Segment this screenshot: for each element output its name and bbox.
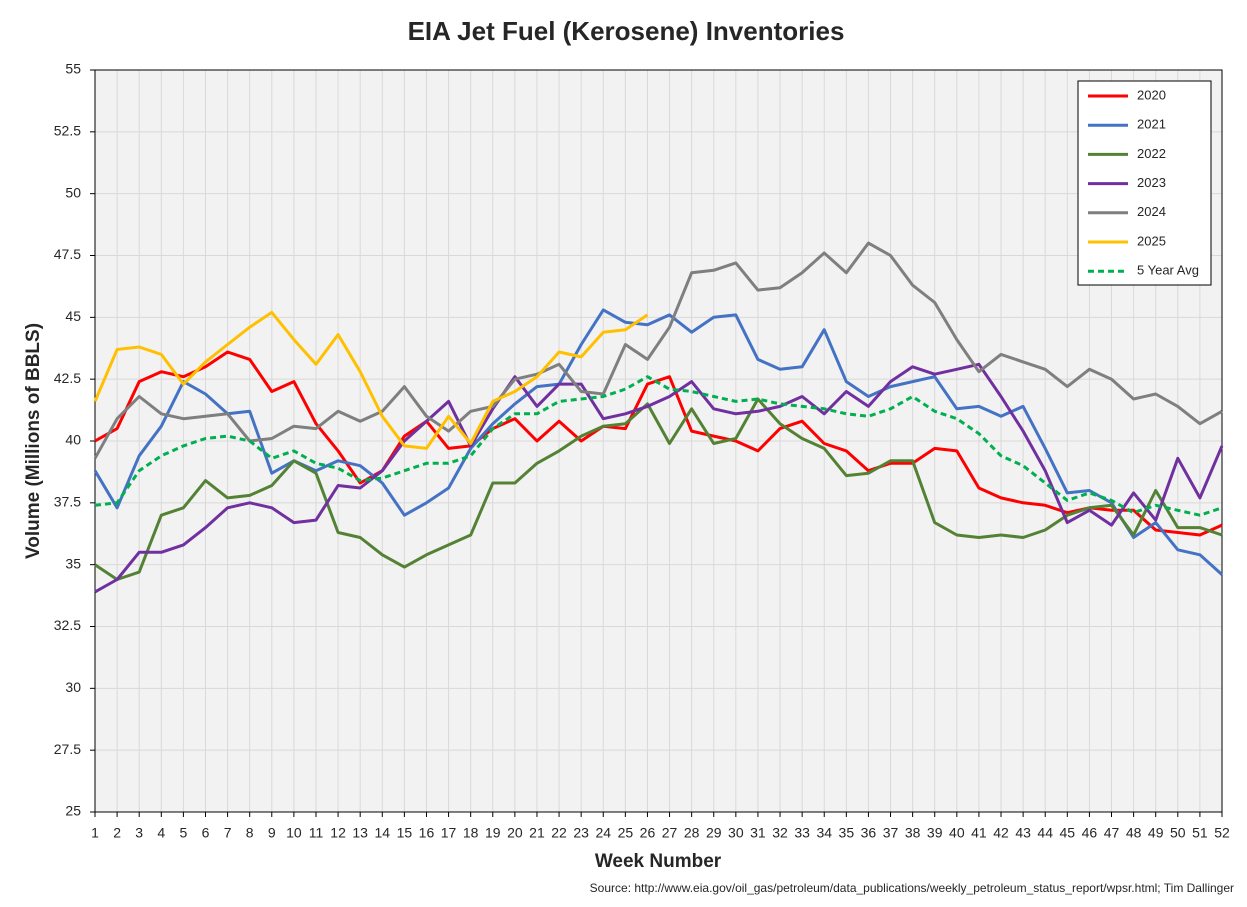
x-tick-label: 9 xyxy=(268,825,276,841)
x-tick-label: 43 xyxy=(1015,825,1031,841)
x-tick-label: 6 xyxy=(202,825,210,841)
x-tick-label: 50 xyxy=(1170,825,1186,841)
x-tick-label: 32 xyxy=(772,825,788,841)
x-tick-label: 29 xyxy=(706,825,722,841)
legend: 2020 2021 2022 2023 2024 2025 5 Year Avg xyxy=(1077,80,1212,286)
legend-label: 2022 xyxy=(1137,146,1166,161)
y-tick-label: 25 xyxy=(65,803,81,819)
series-line xyxy=(94,362,1224,594)
x-tick-label: 19 xyxy=(485,825,501,841)
legend-label: 2023 xyxy=(1137,175,1166,190)
x-tick-label: 14 xyxy=(374,825,390,841)
x-tick-label: 34 xyxy=(816,825,832,841)
series-line xyxy=(93,241,1223,460)
x-tick-label: 12 xyxy=(330,825,346,841)
x-tick-label: 46 xyxy=(1082,825,1098,841)
x-tick-label: 28 xyxy=(684,825,700,841)
chart-title: EIA Jet Fuel (Kerosene) Inventories xyxy=(408,16,845,46)
x-tick-label: 37 xyxy=(883,825,899,841)
x-tick-label: 48 xyxy=(1126,825,1142,841)
x-tick-label: 10 xyxy=(286,825,302,841)
y-tick-label: 47.5 xyxy=(54,246,81,262)
source-note: Source: http://www.eia.gov/oil_gas/petro… xyxy=(590,881,1234,895)
x-tick-label: 7 xyxy=(224,825,232,841)
x-tick-label: 20 xyxy=(507,825,523,841)
x-tick-label: 3 xyxy=(135,825,143,841)
x-tick-label: 2 xyxy=(113,825,121,841)
y-tick-label: 37.5 xyxy=(54,494,81,510)
x-tick-label: 49 xyxy=(1148,825,1164,841)
x-tick-label: 30 xyxy=(728,825,744,841)
x-tick-label: 8 xyxy=(246,825,254,841)
y-tick-label: 45 xyxy=(65,308,81,324)
x-tick-label: 25 xyxy=(618,825,634,841)
legend-label: 2021 xyxy=(1137,117,1166,132)
x-tick-label: 13 xyxy=(352,825,368,841)
series-line xyxy=(94,397,1223,581)
legend-label: 5 Year Avg xyxy=(1137,263,1199,278)
x-tick-label: 44 xyxy=(1037,825,1053,841)
x-tick-label: 22 xyxy=(551,825,567,841)
y-tick-label: 52.5 xyxy=(54,123,81,139)
x-tick-label: 33 xyxy=(794,825,810,841)
x-tick-label: 40 xyxy=(949,825,965,841)
legend-label: 2024 xyxy=(1137,204,1166,219)
y-tick-label: 27.5 xyxy=(54,741,81,757)
x-tick-label: 23 xyxy=(573,825,589,841)
y-tick-label: 35 xyxy=(65,555,81,571)
x-tick-label: 16 xyxy=(419,825,435,841)
y-tick-label: 42.5 xyxy=(54,370,81,386)
x-tick-label: 27 xyxy=(662,825,678,841)
legend-label: 2025 xyxy=(1137,233,1166,248)
x-tick-label: 38 xyxy=(905,825,921,841)
x-tick-label: 26 xyxy=(640,825,656,841)
x-tick-label: 15 xyxy=(397,825,413,841)
y-tick-label: 55 xyxy=(65,61,81,77)
y-axis-label: Volume (Millions of BBLS) xyxy=(23,323,44,559)
y-tick-label: 30 xyxy=(65,679,81,695)
x-tick-label: 47 xyxy=(1104,825,1120,841)
series-line xyxy=(94,375,1223,517)
x-axis-label: Week Number xyxy=(595,851,722,872)
x-tick-label: 11 xyxy=(309,825,324,841)
x-tick-label: 1 xyxy=(91,825,99,841)
x-tick-label: 52 xyxy=(1214,825,1230,841)
y-tick-label: 32.5 xyxy=(54,617,81,633)
x-tick-label: 18 xyxy=(463,825,479,841)
x-tick-label: 36 xyxy=(861,825,877,841)
x-tick-label: 5 xyxy=(179,825,187,841)
x-tick-label: 51 xyxy=(1192,825,1208,841)
x-tick-label: 21 xyxy=(529,825,545,841)
series-line xyxy=(93,310,649,450)
x-tick-label: 24 xyxy=(595,825,611,841)
series-line xyxy=(93,308,1224,576)
y-tick-label: 40 xyxy=(65,432,81,448)
series-line xyxy=(94,350,1223,537)
legend-label: 2020 xyxy=(1137,87,1166,102)
x-tick-label: 4 xyxy=(157,825,165,841)
x-tick-label: 45 xyxy=(1060,825,1076,841)
x-tick-label: 17 xyxy=(441,825,457,841)
y-tick-label: 50 xyxy=(65,184,81,200)
x-tick-label: 39 xyxy=(927,825,943,841)
x-tick-label: 41 xyxy=(971,825,987,841)
x-tick-label: 31 xyxy=(750,825,766,841)
x-tick-label: 35 xyxy=(839,825,855,841)
x-tick-label: 42 xyxy=(993,825,1009,841)
